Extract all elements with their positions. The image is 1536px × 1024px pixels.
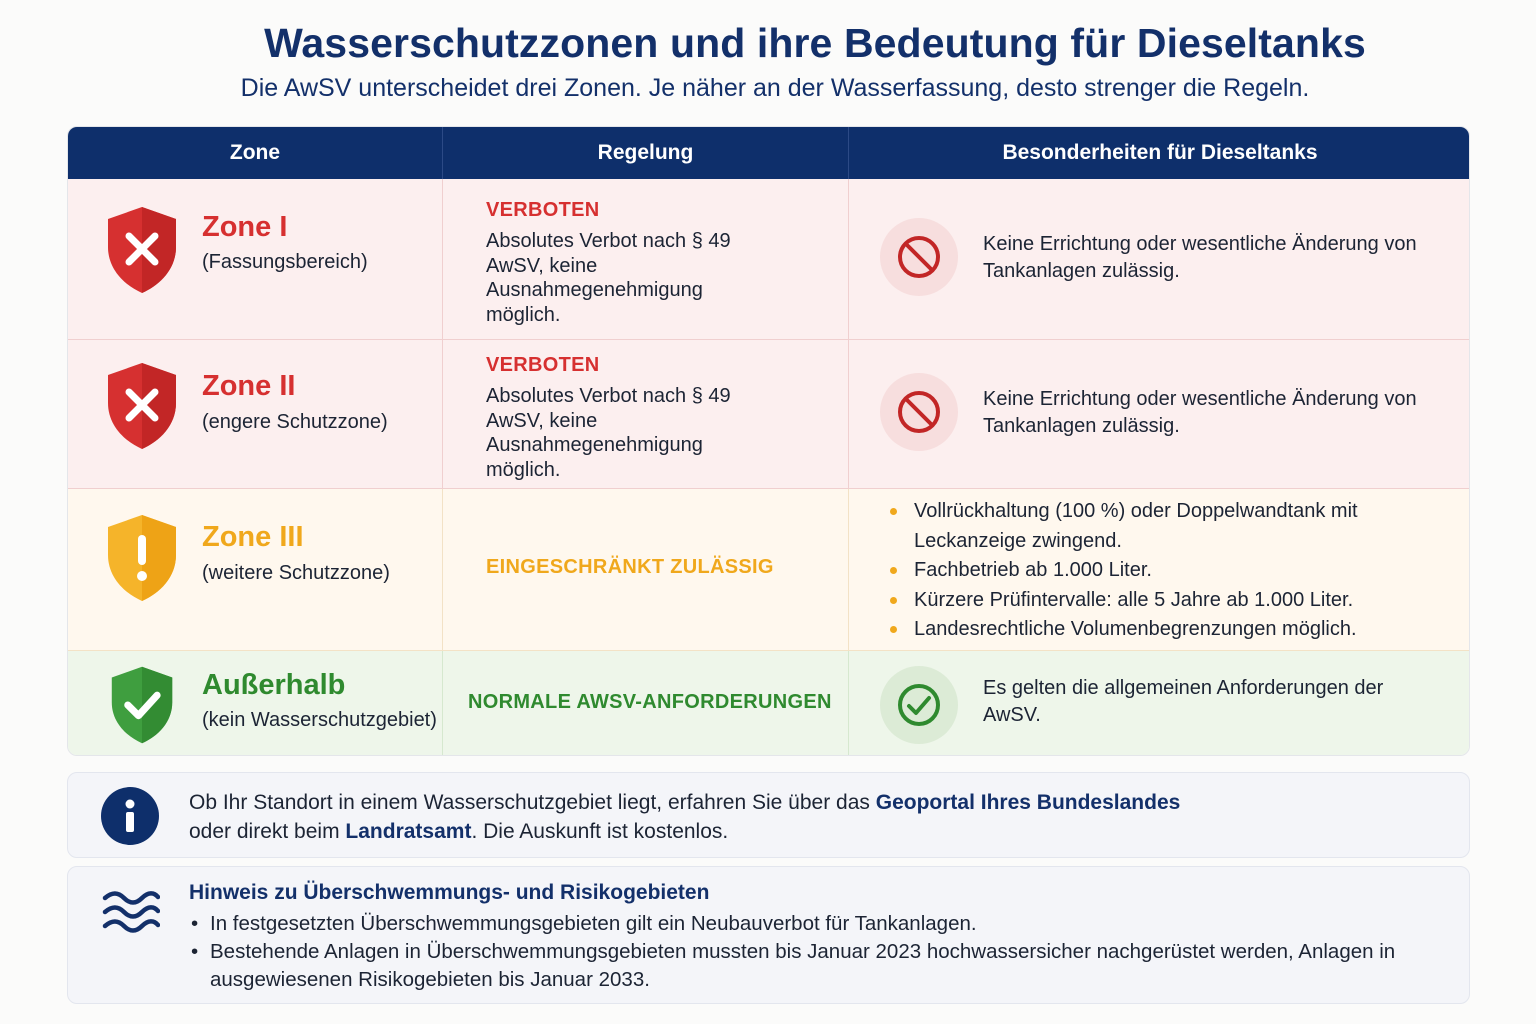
detail-text: Es gelten die allgemeinen Anforderungen … bbox=[983, 677, 1384, 726]
table-row-zone-3: Zone III (weitere Schutzzone) EINGESCHRÄ… bbox=[68, 489, 1469, 651]
zone-name: Außerhalb bbox=[202, 669, 346, 701]
list-item: Vollrückhaltung (100 %) oder Doppelwandt… bbox=[890, 497, 1450, 556]
list-item: In festgesetzten Überschwemmungsgebieten… bbox=[189, 910, 1449, 938]
list-item: Kürzere Prüfintervalle: alle 5 Jahre ab … bbox=[890, 586, 1450, 616]
rule-text: Absolutes Verbot nach § 49 AwSV, keine A… bbox=[486, 230, 731, 326]
prohibited-icon bbox=[880, 373, 958, 451]
rule-label: VERBOTEN bbox=[486, 199, 600, 221]
column-header-regelung: Regelung bbox=[442, 127, 848, 179]
zone-description: (engere Schutzzone) bbox=[202, 411, 388, 433]
table-row-zone-1: Zone I (Fassungsbereich) VERBOTEN Absolu… bbox=[68, 179, 1469, 340]
info-text: Ob Ihr Standort in einem Wasserschutzgeb… bbox=[189, 791, 1181, 843]
detail-text: Keine Errichtung oder wesentliche Änderu… bbox=[983, 233, 1417, 282]
rule-label: NORMALE AWSV-ANFORDERUNGEN bbox=[468, 691, 832, 713]
table-header: Zone Regelung Besonderheiten für Dieselt… bbox=[68, 127, 1469, 179]
page-subtitle: Die AwSV unterscheidet drei Zonen. Je nä… bbox=[240, 74, 1310, 102]
zone-name: Zone II bbox=[202, 370, 296, 402]
zone-description: (kein Wasserschutzgebiet) bbox=[202, 709, 437, 731]
zone-name: Zone I bbox=[202, 211, 288, 243]
waves-icon bbox=[102, 891, 160, 933]
geoportal-link: Geoportal Ihres Bundeslandes bbox=[875, 791, 1181, 814]
flood-box: Hinweis zu Überschwemmungs- und Risikoge… bbox=[67, 866, 1470, 1004]
detail-list: Vollrückhaltung (100 %) oder Doppelwandt… bbox=[890, 497, 1450, 645]
page-title: Wasserschutzzonen und ihre Bedeutung für… bbox=[264, 20, 1366, 66]
detail-text: Keine Errichtung oder wesentliche Änderu… bbox=[983, 388, 1417, 437]
rule-label: EINGESCHRÄNKT ZULÄSSIG bbox=[486, 556, 774, 578]
info-box: Ob Ihr Standort in einem Wasserschutzgeb… bbox=[67, 772, 1470, 858]
prohibited-icon bbox=[880, 218, 958, 296]
zone-description: (Fassungsbereich) bbox=[202, 251, 368, 273]
shield-check-icon bbox=[111, 666, 173, 744]
table-row-zone-2: Zone II (engere Schutzzone) VERBOTEN Abs… bbox=[68, 340, 1469, 489]
shield-x-icon bbox=[108, 207, 176, 293]
flood-title: Hinweis zu Überschwemmungs- und Risikoge… bbox=[189, 881, 710, 904]
zone-name: Zone III bbox=[202, 521, 304, 553]
zones-table: Zone Regelung Besonderheiten für Dieselt… bbox=[67, 126, 1470, 756]
list-item: Landesrechtliche Volumenbegrenzungen mög… bbox=[890, 615, 1450, 645]
rule-label: VERBOTEN bbox=[486, 354, 600, 376]
zone-description: (weitere Schutzzone) bbox=[202, 562, 390, 584]
rule-text: Absolutes Verbot nach § 49 AwSV, keine A… bbox=[486, 385, 731, 481]
column-header-besonderheiten: Besonderheiten für Dieseltanks bbox=[848, 127, 1469, 179]
shield-exclamation-icon bbox=[108, 515, 176, 601]
flood-list: In festgesetzten Überschwemmungsgebieten… bbox=[189, 910, 1449, 994]
shield-x-icon bbox=[108, 363, 176, 449]
landratsamt-link: Landratsamt bbox=[345, 820, 472, 843]
info-icon bbox=[101, 787, 159, 845]
list-item: Bestehende Anlagen in Überschwemmungsgeb… bbox=[189, 938, 1449, 994]
list-item: Fachbetrieb ab 1.000 Liter. bbox=[890, 556, 1450, 586]
check-circle-icon bbox=[880, 666, 958, 744]
column-header-zone: Zone bbox=[229, 141, 281, 164]
table-row-outside: Außerhalb (kein Wasserschutzgebiet) NORM… bbox=[68, 651, 1469, 755]
